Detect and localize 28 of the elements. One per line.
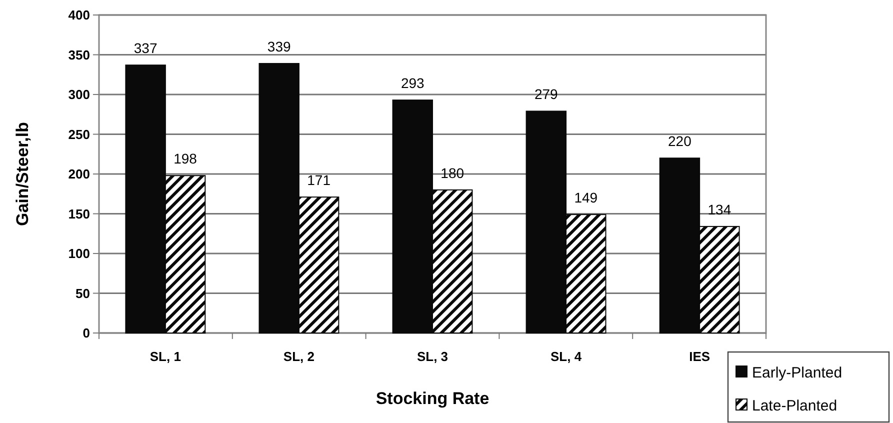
data-label: 337: [134, 40, 158, 56]
legend-label: Late-Planted: [752, 397, 838, 414]
y-axis-title: Gain/Steer,lb: [13, 122, 32, 226]
data-label: 220: [668, 133, 692, 150]
data-label: 279: [534, 86, 558, 102]
y-tick-label: 400: [68, 8, 90, 23]
y-tick-label: 0: [82, 326, 90, 341]
x-tick-label: SL, 2: [283, 349, 315, 364]
y-tick-label: 250: [68, 126, 90, 142]
data-label: 149: [574, 190, 598, 206]
x-tick-label: SL, 4: [550, 349, 582, 364]
y-tick-label: 150: [68, 206, 90, 222]
y-tick-label: 200: [68, 166, 90, 182]
data-label: 171: [307, 172, 331, 188]
data-label: 180: [440, 164, 464, 181]
data-label: 198: [174, 150, 198, 167]
y-tick-label: 300: [68, 87, 90, 102]
x-tick-label: SL, 1: [150, 349, 181, 364]
data-label: 339: [267, 38, 291, 54]
data-label: 293: [400, 75, 425, 92]
y-tick-label: 50: [76, 286, 90, 301]
y-tick-label: 100: [68, 246, 90, 262]
data-label: 134: [708, 201, 732, 218]
x-axis-title: Stocking Rate: [376, 389, 490, 408]
x-tick-label: SL, 3: [416, 349, 448, 364]
legend-label: Early-Planted: [752, 364, 842, 382]
y-tick-label: 350: [68, 47, 90, 62]
x-tick-label: IES: [689, 349, 710, 364]
